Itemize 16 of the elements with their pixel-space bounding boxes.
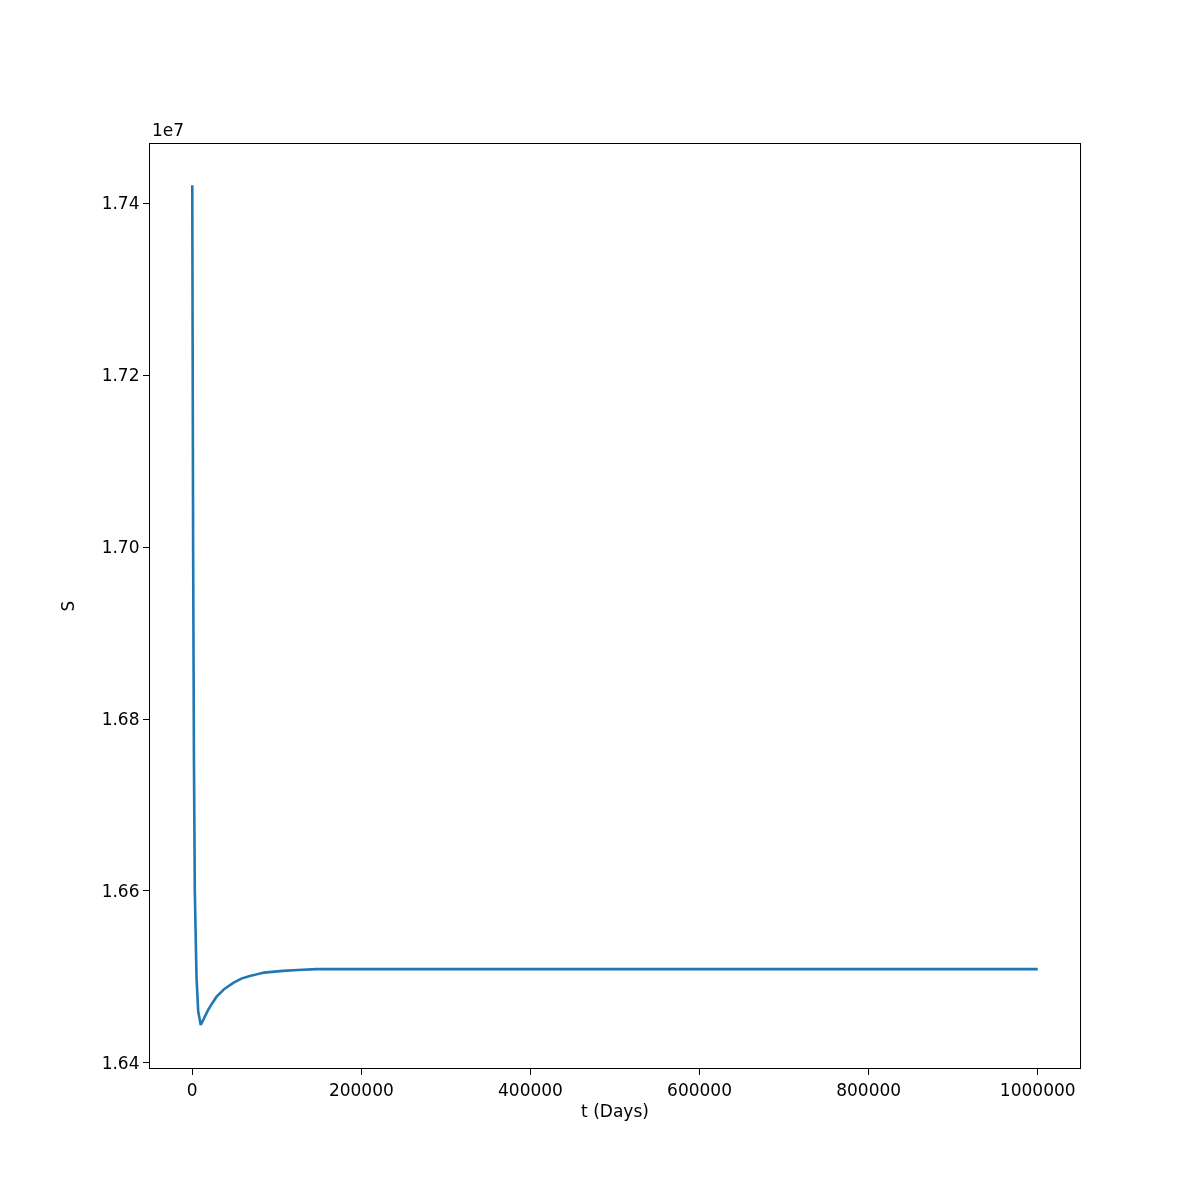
- y-tick-label: 1.66: [101, 880, 140, 901]
- x-tick-label: 1000000: [999, 1079, 1076, 1100]
- text: 1e7: [152, 120, 185, 140]
- x-tick-label: 600000: [667, 1079, 732, 1100]
- y-tick-label: 1.70: [101, 537, 140, 558]
- x-tick-label: 0: [186, 1079, 198, 1100]
- y-tick-label: 1.72: [101, 365, 140, 386]
- x-tick-label: 400000: [498, 1079, 563, 1100]
- x-tick-label: 200000: [328, 1079, 394, 1100]
- y-tick-label: 1.68: [101, 708, 140, 729]
- y-tick-label: 1.74: [101, 193, 140, 214]
- line-series: [190, 183, 1040, 1027]
- y-tick-label: 1.64: [101, 1052, 140, 1073]
- x-tick-label: 800000: [836, 1079, 902, 1100]
- y-axis-title: S: [58, 600, 79, 612]
- x-axis-title: t (Days): [581, 1100, 649, 1121]
